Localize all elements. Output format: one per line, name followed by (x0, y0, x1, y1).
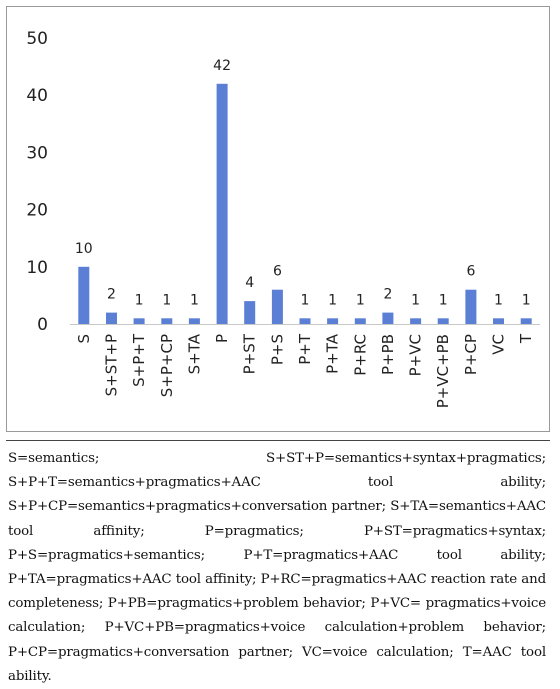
data-label: 2 (107, 287, 116, 303)
bar (161, 318, 173, 324)
data-label: 6 (273, 264, 282, 280)
data-label: 1 (135, 292, 144, 308)
chart-frame (6, 6, 550, 432)
category-label: S+P+T (130, 333, 148, 387)
category-label: S+TA (185, 333, 203, 374)
data-label: 4 (245, 275, 254, 291)
bar (271, 289, 283, 324)
category-label: S+ST+P (103, 334, 121, 396)
y-tick-label: 0 (37, 315, 48, 335)
category-label: P+RC (351, 334, 369, 376)
legend-separator (6, 440, 550, 441)
bar (520, 318, 532, 324)
bar (299, 318, 311, 324)
y-tick-label: 30 (26, 143, 48, 163)
category-label: P+VC (407, 334, 425, 376)
data-label: 1 (494, 292, 503, 308)
data-label: 1 (439, 292, 448, 308)
bar (465, 289, 477, 324)
y-tick-label: 40 (26, 86, 48, 106)
data-label: 1 (411, 292, 420, 308)
bar (188, 318, 200, 324)
bar (437, 318, 449, 324)
data-label: 1 (162, 292, 171, 308)
data-label: 1 (328, 292, 337, 308)
data-label: 1 (522, 292, 531, 308)
category-label: P+CP (462, 334, 480, 375)
bar (133, 318, 145, 324)
category-label: P+S (268, 334, 286, 365)
data-label: 1 (301, 292, 310, 308)
abbreviation-legend: S=semantics; S+ST+P=semantics+syntax+pra… (8, 451, 546, 684)
category-label: P+PB (379, 334, 397, 375)
bars (78, 83, 532, 324)
category-label: P+ST (241, 333, 259, 374)
bar (78, 266, 90, 324)
category-label: P+T (296, 333, 314, 365)
y-tick-label: 50 (26, 29, 48, 49)
data-label: 10 (75, 241, 93, 257)
bar (493, 318, 504, 324)
bar (244, 301, 256, 324)
category-label: P (213, 334, 231, 343)
y-axis: 0 10 20 30 40 50 (26, 29, 48, 335)
data-label: 1 (356, 292, 365, 308)
data-label: 2 (383, 287, 392, 303)
bar (216, 83, 228, 324)
bar (354, 318, 366, 324)
data-label: 1 (190, 292, 199, 308)
bar (410, 318, 422, 324)
bar (106, 312, 117, 324)
category-label: P+VC+PB (434, 334, 452, 408)
category-label: S+P+CP (158, 334, 176, 397)
category-label: T (517, 333, 535, 344)
y-tick-label: 10 (26, 258, 48, 278)
data-label: 6 (466, 264, 475, 280)
x-axis: S S+ST+P S+P+T S+P+CP S+TA P P+ST P+S P+T P+TA P+R… (70, 324, 540, 408)
bar (382, 312, 394, 324)
category-label: VC (490, 334, 508, 355)
category-label: P+TA (324, 333, 342, 374)
y-tick-label: 20 (26, 201, 48, 221)
category-label: S (75, 334, 93, 344)
bar (327, 318, 339, 324)
data-label: 42 (213, 58, 231, 74)
